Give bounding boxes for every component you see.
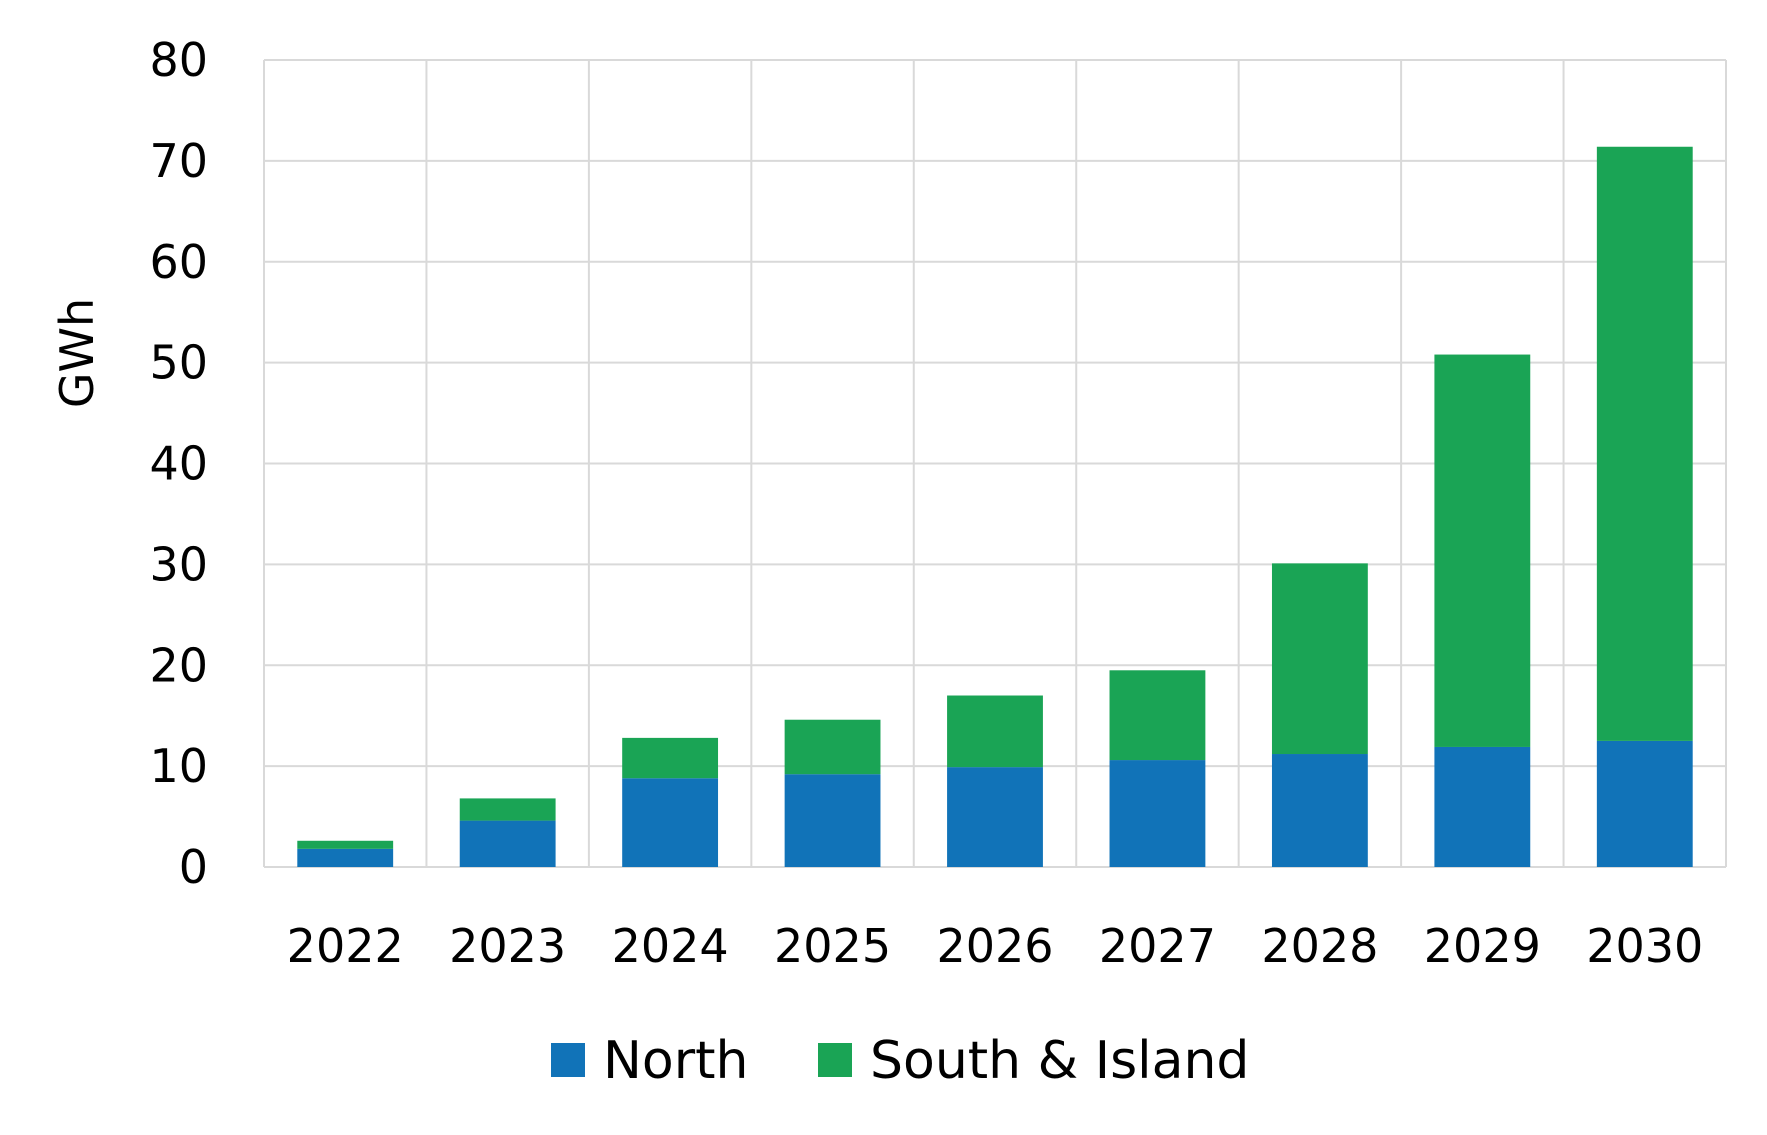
y-tick-label: 40 [149, 437, 208, 491]
y-tick-label: 80 [149, 33, 208, 87]
x-tick-label: 2026 [936, 919, 1053, 973]
legend-swatch [818, 1043, 852, 1077]
bar-north-2023 [459, 820, 556, 867]
x-tick-label: 2028 [1261, 919, 1378, 973]
x-tick-label: 2023 [449, 919, 566, 973]
y-tick-label: 0 [179, 840, 208, 894]
legend: North South & Island [551, 1031, 1249, 1091]
y-tick-label: 50 [149, 336, 208, 390]
x-tick-label: 2024 [612, 919, 729, 973]
bar-north-2025 [784, 774, 881, 867]
bar-north-2026 [947, 767, 1043, 867]
x-tick-labels: 2022 2023 2024 2025 2026 2027 2028 2029 2030 [287, 919, 1704, 973]
y-axis-title: GWh [50, 298, 104, 408]
bar-south-island-2028 [1271, 563, 1368, 755]
x-tick-label: 2029 [1424, 919, 1541, 973]
bar-north-2028 [1271, 754, 1368, 867]
y-tick-label: 20 [149, 638, 208, 692]
legend-label: South & Island [870, 1031, 1249, 1091]
bar-south-island-2024 [622, 737, 719, 779]
bar-north-2022 [297, 848, 394, 867]
bar-south-island-2022 [297, 840, 394, 849]
y-tick-label: 60 [149, 235, 208, 289]
legend-label: North [603, 1031, 748, 1091]
x-tick-label: 2027 [1099, 919, 1216, 973]
y-tick-label: 10 [149, 739, 208, 793]
y-tick-label: 30 [149, 537, 208, 591]
bar-south-island-2023 [459, 798, 556, 821]
bar-north-2029 [1434, 746, 1531, 867]
x-tick-label: 2030 [1586, 919, 1703, 973]
y-tick-label: 70 [149, 134, 208, 188]
bar-north-2027 [1109, 760, 1206, 867]
x-tick-label: 2022 [287, 919, 404, 973]
legend-item-north: North [551, 1031, 748, 1091]
y-tick-labels: 0 10 20 30 40 50 60 70 80 [149, 33, 208, 894]
bar-south-island-2029 [1434, 354, 1531, 747]
bar-south-island-2027 [1109, 670, 1206, 761]
x-tick-label: 2025 [774, 919, 891, 973]
bar-south-island-2025 [784, 719, 881, 775]
bar-north-2030 [1596, 740, 1693, 867]
grid-lines [263, 59, 1727, 868]
legend-item-south-island: South & Island [818, 1031, 1249, 1091]
bar-south-island-2030 [1596, 146, 1693, 741]
bar-south-island-2026 [947, 695, 1043, 768]
bar-north-2024 [622, 778, 719, 867]
bars [297, 146, 1693, 867]
legend-swatch [551, 1043, 585, 1077]
